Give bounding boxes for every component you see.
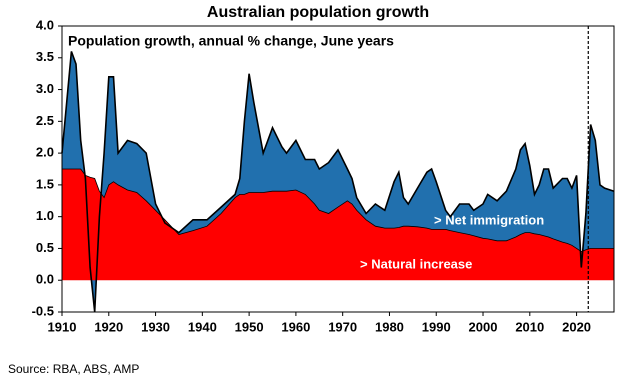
total-line xyxy=(61,51,615,313)
x-tick-label: 1910 xyxy=(48,319,77,334)
y-tick-label: 0.5 xyxy=(36,240,54,255)
x-tick-label: 1950 xyxy=(235,319,264,334)
y-tick-label: 2.0 xyxy=(36,145,54,160)
x-tick-label: 2010 xyxy=(515,319,544,334)
y-tick-label: 3.0 xyxy=(36,81,54,96)
x-tick-label: 1930 xyxy=(141,319,170,334)
area-natural-increase xyxy=(62,169,614,281)
x-tick-label: 1980 xyxy=(375,319,404,334)
y-tick-label: 4.0 xyxy=(36,17,54,32)
label-natural-increase: > Natural increase xyxy=(360,256,472,271)
label-net-immigration: > Net immigration xyxy=(434,212,544,227)
x-tick-label: 1990 xyxy=(422,319,451,334)
chart-title: Australian population growth xyxy=(207,4,429,21)
area-net-immigration xyxy=(62,51,614,313)
natural-line xyxy=(62,168,614,253)
x-tick-label: 2020 xyxy=(562,319,591,334)
chart-subtitle: Population growth, annual % change, June… xyxy=(68,33,394,49)
y-tick-label: 0.0 xyxy=(36,272,54,287)
y-tick-label: -0.5 xyxy=(32,303,54,318)
y-tick-label: 2.5 xyxy=(36,113,54,128)
source-note: Source: RBA, ABS, AMP xyxy=(8,362,139,376)
plot-frame xyxy=(61,25,615,313)
y-tick-label: 1.5 xyxy=(36,176,54,191)
x-tick-label: 2000 xyxy=(469,319,498,334)
y-tick-label: 3.5 xyxy=(36,49,54,64)
y-tick-label: 1.0 xyxy=(36,208,54,223)
x-tick-label: 1920 xyxy=(94,319,123,334)
x-tick-label: 1960 xyxy=(281,319,310,334)
x-tick-label: 1940 xyxy=(188,319,217,334)
x-tick-label: 1970 xyxy=(328,319,357,334)
